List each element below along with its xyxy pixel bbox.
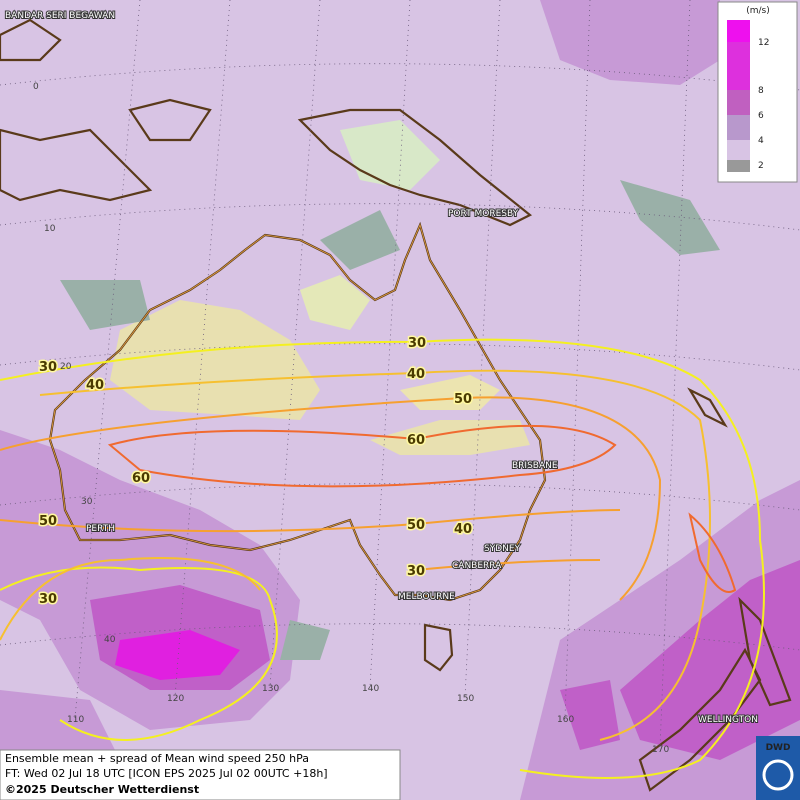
contour-label: 30	[39, 360, 57, 375]
contour-label: 30	[407, 564, 425, 579]
longitude-label: 140	[362, 684, 379, 694]
contour-label: 50	[454, 392, 472, 407]
city-label: MELBOURNE	[398, 592, 455, 602]
legend-swatch	[727, 42, 750, 90]
contour-label: 30	[39, 592, 57, 607]
legend-swatch	[727, 90, 750, 115]
legend-swatch	[727, 115, 750, 140]
legend-labels: (m/s) 12 8 6 4 2	[746, 6, 770, 171]
city-label: BRISBANE	[512, 461, 558, 471]
longitude-label: 170	[652, 745, 669, 755]
contour-label: 40	[454, 522, 472, 537]
copyright: ©2025 Deutscher Wetterdienst	[5, 783, 199, 796]
longitude-label: 120	[167, 694, 184, 704]
longitude-label: 150	[457, 694, 474, 704]
city-label: PORT MORESBY	[448, 209, 519, 219]
longitude-label: 160	[557, 715, 574, 725]
contour-label: 50	[407, 518, 425, 533]
latitude-label: 20	[60, 362, 72, 372]
city-label: PERTH	[86, 524, 115, 534]
city-label: CANBERRA	[452, 561, 502, 571]
legend-swatch	[727, 160, 750, 172]
legend-unit: (m/s)	[746, 6, 770, 16]
city-label: WELLINGTON	[698, 715, 758, 725]
city-label: SYDNEY	[484, 544, 521, 554]
legend-tick-label: 8	[758, 86, 764, 96]
legend-tick-label: 12	[758, 38, 769, 48]
contour-label: 40	[407, 367, 425, 382]
longitude-label: 110	[67, 715, 84, 725]
legend-tick-label: 6	[758, 111, 764, 121]
latitude-label: 40	[104, 635, 116, 645]
latitude-label: 30	[81, 497, 93, 507]
caption-line: Ensemble mean + spread of Mean wind spee…	[5, 752, 309, 765]
contour-label: 50	[39, 514, 57, 529]
legend-swatch	[727, 20, 750, 42]
logo-icon	[762, 759, 794, 791]
caption-box	[0, 749, 401, 800]
map-labels: BANDAR SERI BEGAWAN PORT MORESBY BRISBANE S…	[4, 10, 759, 755]
contour-label: 30	[408, 336, 426, 351]
isotachs	[0, 338, 765, 779]
contour-label: 60	[407, 433, 425, 448]
city-label: BANDAR SERI BEGAWAN	[5, 11, 115, 21]
contour-label: 40	[86, 378, 104, 393]
legend-tick-label: 2	[758, 161, 764, 171]
coastlines	[0, 18, 792, 792]
logo-text: DWD	[766, 743, 791, 753]
latitude-label: 0	[33, 82, 39, 92]
caption-line: FT: Wed 02 Jul 18 UTC [ICON EPS 2025 Jul…	[5, 767, 328, 780]
contour-label: 60	[132, 471, 150, 486]
longitude-label: 130	[262, 684, 279, 694]
legend-tick-label: 4	[758, 136, 764, 146]
latitude-label: 10	[44, 224, 56, 234]
legend-swatch	[727, 140, 750, 160]
legend: (m/s) 12 8 6 4 2	[717, 1, 798, 183]
